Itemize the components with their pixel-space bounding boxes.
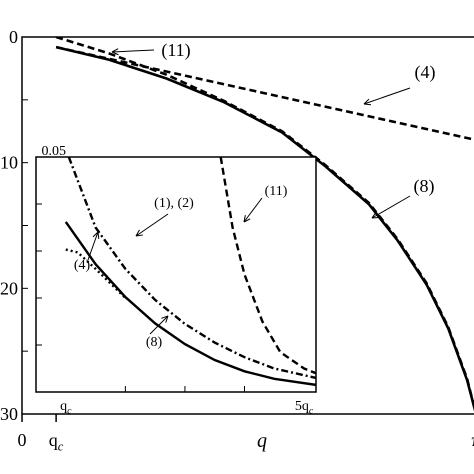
inset-plot-series-2-line	[67, 157, 316, 380]
inset-plot-x-tick-label: 5qc	[295, 399, 314, 417]
main-plot-y-tick-label: 10	[0, 153, 18, 173]
main-plot-x-tick-label: π	[471, 430, 474, 450]
main-plot: 01020300qcπq(11)(4)(8)	[0, 27, 474, 454]
inset-plot-x-tick-label: qc	[60, 399, 72, 417]
inset-plot-series-1-line	[64, 221, 316, 387]
inset-plot-annotation-arrowhead	[135, 229, 143, 237]
inset-plot-annotation-arrowhead	[161, 315, 169, 323]
inset-plot-frame	[35, 156, 317, 393]
inset-plot-annotation-4: (8)	[146, 335, 163, 350]
main-plot-y-tick-label: 20	[0, 278, 18, 298]
inset-plot-annotation-3: (4)	[74, 258, 91, 273]
inset-plot-y-tick-label: 0.05	[42, 144, 67, 159]
inset-plot: 0.05 qc 5qc (1), (2) (11) (4) (8)	[35, 144, 317, 417]
inset-plot-annotation-arrow	[243, 197, 263, 223]
inset-plot-annotation-arrowhead	[92, 231, 100, 240]
inset-plot-series-4-line	[219, 157, 316, 375]
main-plot-annotation-arrow	[363, 87, 411, 105]
main-plot-y-tick-label: 30	[0, 404, 18, 424]
main-plot-annotation-arrowhead	[363, 98, 372, 106]
inset-plot-series-3-line	[65, 248, 127, 299]
main-plot-annotation-3: (8)	[414, 176, 435, 197]
inset-plot-annotation-arrowhead	[243, 215, 251, 223]
inset-plot-annotation-arrow	[135, 213, 169, 237]
inset-plot-annotation-arrow	[149, 315, 169, 335]
main-plot-x-tick-label: qc	[49, 430, 64, 454]
inset-plot-annotation-2: (11)	[265, 184, 288, 199]
inset-plot-annotation-1: (1), (2)	[154, 196, 194, 211]
main-plot-x-tick-label: 0	[18, 430, 27, 450]
main-plot-series-3-line	[55, 45, 474, 141]
main-plot-annotation-arrowhead	[111, 48, 119, 56]
main-plot-annotation-2: (4)	[415, 62, 436, 83]
main-plot-annotation-1: (11)	[161, 40, 190, 61]
main-plot-annotation-arrow	[111, 49, 155, 53]
main-plot-annotation-arrow	[371, 195, 411, 219]
main-plot-y-tick-label: 0	[9, 27, 18, 47]
inset-plot-annotation-arrow	[87, 231, 99, 261]
main-plot-annotation-arrowhead	[371, 211, 380, 219]
main-plot-x-axis-label: q	[257, 430, 267, 452]
